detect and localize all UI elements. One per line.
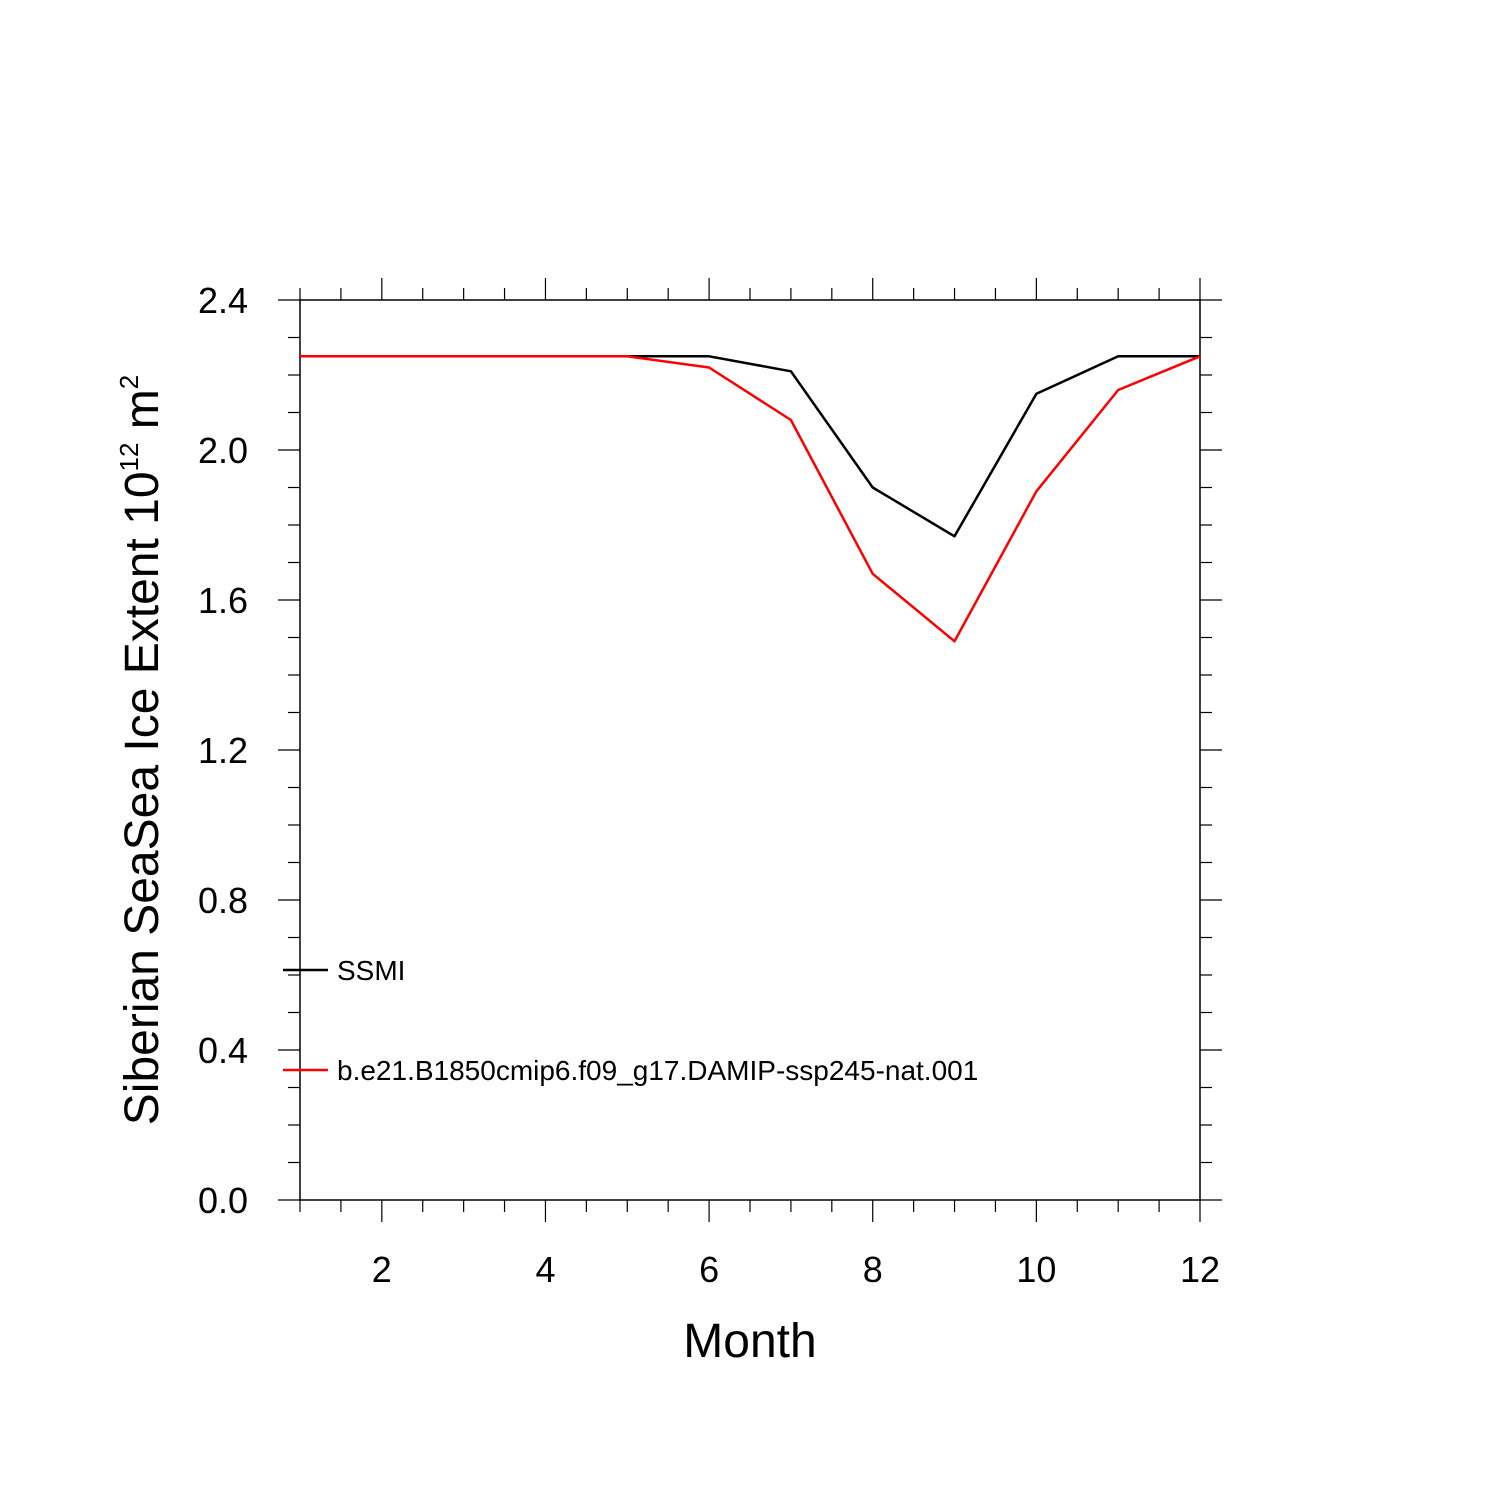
x-tick-label: 10 bbox=[1016, 1249, 1056, 1290]
y-axis-title-main: Siberian SeaSea Ice Extent 10 bbox=[116, 471, 169, 1125]
y-tick-label: 2.4 bbox=[198, 280, 248, 321]
y-tick-label: 0.8 bbox=[198, 880, 248, 921]
y-tick-label: 0.0 bbox=[198, 1180, 248, 1221]
x-tick-label: 6 bbox=[699, 1249, 719, 1290]
y-tick-label: 2.0 bbox=[198, 430, 248, 471]
legend: SSMI b.e21.B1850cmip6.f09_g17.DAMIP-ssp24… bbox=[283, 955, 978, 1086]
y-tick-label: 0.4 bbox=[198, 1030, 248, 1071]
x-tick-label: 2 bbox=[372, 1249, 392, 1290]
y-axis-title-unit-exponent: 2 bbox=[114, 375, 144, 389]
y-tick-label: 1.6 bbox=[198, 580, 248, 621]
y-axis-title-exponent: 12 bbox=[114, 443, 144, 472]
series-layer bbox=[300, 355, 1201, 643]
y-axis-title-unit: m bbox=[116, 389, 169, 442]
x-tick-labels: 2 4 6 8 10 12 bbox=[372, 1249, 1220, 1290]
x-tick-label: 8 bbox=[863, 1249, 883, 1290]
y-tick-labels: 0.0 0.4 0.8 1.2 1.6 2.0 2.4 bbox=[198, 280, 248, 1221]
legend-label: SSMI bbox=[337, 955, 405, 986]
y-axis-title: Siberian SeaSea Ice Extent 1012 m2 bbox=[114, 375, 169, 1125]
plot-frame bbox=[299, 299, 1201, 1201]
x-axis-title: Month bbox=[683, 1315, 816, 1368]
legend-label: b.e21.B1850cmip6.f09_g17.DAMIP-ssp245-na… bbox=[337, 1055, 978, 1086]
x-tick-label: 12 bbox=[1180, 1249, 1220, 1290]
major-ticks bbox=[278, 278, 1222, 1222]
series-line-model bbox=[300, 355, 1201, 643]
minor-ticks bbox=[288, 288, 1212, 1212]
x-tick-label: 4 bbox=[535, 1249, 555, 1290]
series-line-ssmi bbox=[300, 355, 1200, 538]
y-tick-label: 1.2 bbox=[198, 730, 248, 771]
